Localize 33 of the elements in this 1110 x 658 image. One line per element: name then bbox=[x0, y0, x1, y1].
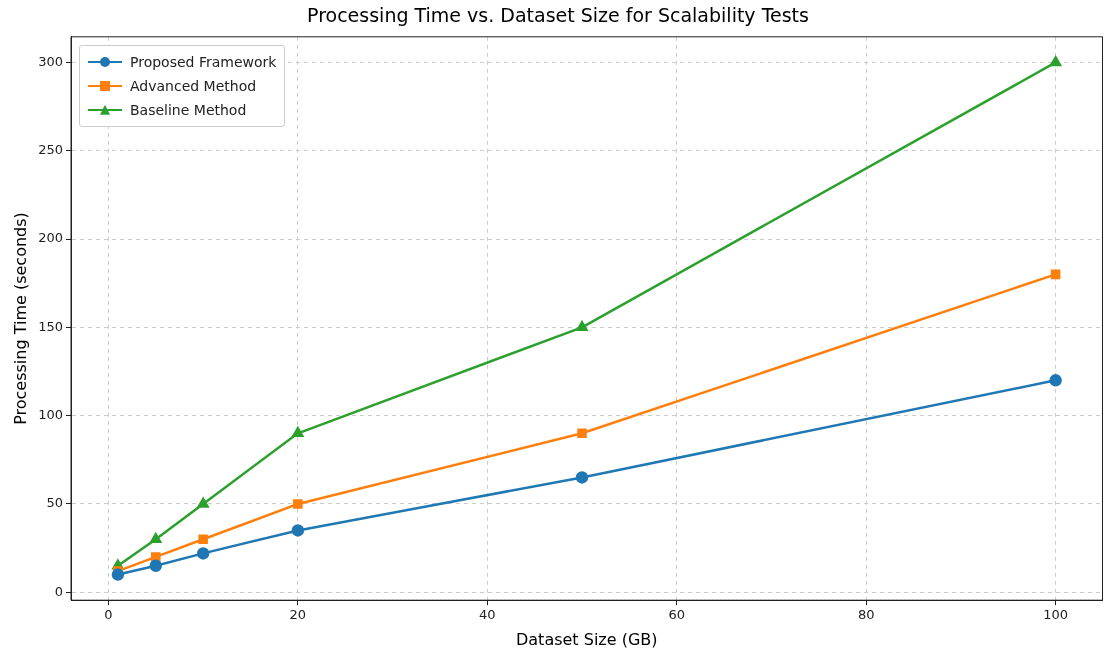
y-tick-label: 150 bbox=[38, 318, 64, 334]
x-tick-label: 100 bbox=[1043, 607, 1069, 623]
point bbox=[1050, 269, 1061, 280]
point bbox=[111, 568, 125, 581]
y-tick-label: 300 bbox=[38, 53, 64, 69]
y-tick-label: 250 bbox=[38, 142, 64, 158]
x-axis-title: Dataset Size (GB) bbox=[515, 629, 658, 649]
x-tick-label: 40 bbox=[479, 607, 496, 623]
x-tick-label: 0 bbox=[104, 607, 113, 623]
legend-label: Advanced Method bbox=[130, 77, 257, 94]
point bbox=[291, 524, 305, 537]
point bbox=[149, 559, 163, 573]
point bbox=[575, 471, 589, 484]
point bbox=[198, 534, 208, 545]
legend-label: Baseline Method bbox=[130, 101, 247, 118]
x-tick-label: 60 bbox=[668, 607, 686, 623]
point bbox=[151, 552, 161, 562]
y-tick-label: 200 bbox=[38, 230, 64, 246]
y-tick-label: 0 bbox=[54, 583, 64, 599]
point bbox=[293, 499, 303, 509]
point bbox=[1050, 56, 1062, 67]
point bbox=[576, 321, 588, 332]
x-tick-label: 20 bbox=[289, 607, 307, 623]
x-tick-label: 80 bbox=[857, 607, 875, 623]
y-axis-title: Processing Time (seconds) bbox=[10, 212, 30, 425]
point bbox=[1049, 374, 1062, 387]
point bbox=[577, 428, 587, 439]
point bbox=[197, 497, 209, 508]
y-tick-label: 50 bbox=[46, 495, 64, 511]
y-tick-label: 100 bbox=[38, 407, 64, 423]
legend-label: Proposed Framework bbox=[130, 53, 277, 70]
chart-title: Processing Time vs. Dataset Size for Scalability Tests bbox=[307, 4, 809, 27]
point bbox=[196, 547, 210, 560]
